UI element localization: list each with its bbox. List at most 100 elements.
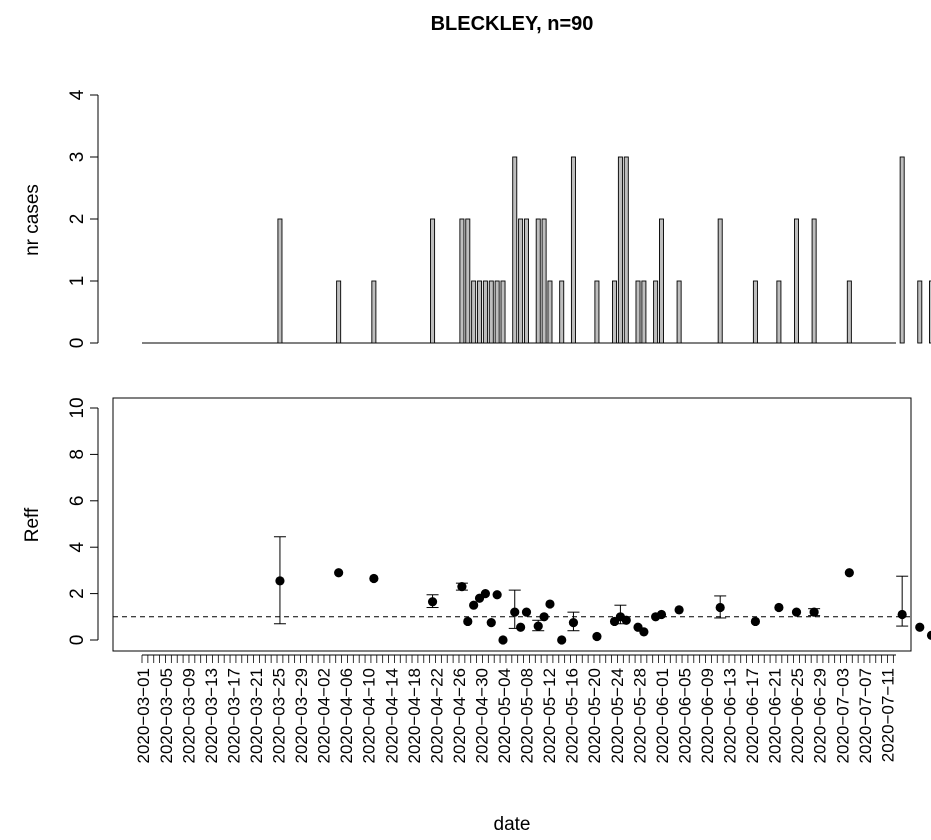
chart-title: BLECKLEY, n=90 bbox=[431, 13, 594, 35]
date-tick-label: 2020−03−29 bbox=[292, 668, 311, 764]
reff-point bbox=[592, 631, 602, 642]
reff-y-tick-label: 0 bbox=[67, 635, 88, 646]
date-tick-label: 2020−05−08 bbox=[518, 668, 537, 764]
date-tick-label: 2020−03−21 bbox=[247, 668, 266, 764]
reff-point bbox=[334, 568, 344, 578]
case-bar bbox=[482, 280, 488, 344]
case-bar bbox=[488, 280, 494, 344]
case-bar bbox=[776, 280, 782, 344]
date-tick-label: 2020−06−13 bbox=[721, 668, 740, 764]
case-bar bbox=[541, 218, 547, 344]
reff-point bbox=[469, 600, 479, 610]
reff-point bbox=[498, 635, 508, 645]
date-tick-label: 2020−04−06 bbox=[337, 668, 356, 764]
case-bar bbox=[917, 280, 923, 344]
cases-y-tick-label: 4 bbox=[67, 89, 88, 100]
reff-point bbox=[926, 630, 931, 640]
cases-y-tick-label: 0 bbox=[67, 338, 88, 349]
case-bar bbox=[524, 218, 529, 344]
reff-y-tick-label: 10 bbox=[67, 397, 88, 418]
cases-y-axis-label: nr cases bbox=[22, 184, 43, 256]
date-tick-label: 2020−06−09 bbox=[698, 668, 717, 764]
cases-y-tick-label: 1 bbox=[67, 276, 88, 287]
reff-point bbox=[516, 622, 526, 632]
date-tick-label: 2020−04−10 bbox=[360, 668, 379, 764]
case-bar bbox=[371, 280, 377, 344]
date-tick-labels: 2020−03−01 2020−03−05 2020−03−09 2020−03−13… bbox=[134, 668, 897, 764]
date-tick-label: 2020−05−12 bbox=[540, 668, 559, 764]
reff-points bbox=[273, 536, 931, 645]
date-tick-label: 2020−03−05 bbox=[157, 668, 176, 764]
case-bar bbox=[547, 280, 553, 344]
reff-point bbox=[844, 568, 854, 578]
reff-y-ticks: 0 2 4 6 8 10 bbox=[67, 397, 98, 645]
reff-point bbox=[369, 573, 379, 584]
reff-point bbox=[457, 582, 467, 592]
case-bar bbox=[752, 280, 758, 344]
date-x-axis-label: date bbox=[494, 814, 531, 835]
case-bar bbox=[535, 218, 541, 344]
reff-y-tick-label: 8 bbox=[67, 449, 88, 460]
date-tick-label: 2020−03−17 bbox=[224, 668, 243, 764]
date-tick-label: 2020−04−30 bbox=[472, 668, 491, 764]
reff-point bbox=[427, 597, 438, 607]
reff-point bbox=[480, 589, 490, 599]
date-tick-label: 2020−03−25 bbox=[270, 668, 289, 764]
date-tick-label: 2020−06−21 bbox=[766, 668, 785, 764]
date-tick-label: 2020−04−02 bbox=[315, 668, 334, 764]
reff-point bbox=[545, 599, 555, 609]
case-bar bbox=[494, 280, 500, 344]
date-tick-label: 2020−05−28 bbox=[630, 668, 649, 764]
case-bar bbox=[623, 156, 629, 344]
date-tick-label: 2020−06−01 bbox=[653, 668, 672, 764]
case-bar bbox=[929, 280, 931, 344]
case-bar bbox=[477, 280, 483, 344]
date-x-ticks bbox=[141, 655, 894, 663]
case-bar bbox=[612, 280, 618, 344]
date-tick-label: 2020−06−17 bbox=[743, 668, 762, 764]
case-bar bbox=[518, 218, 524, 344]
case-bar bbox=[717, 218, 723, 344]
date-tick-label: 2020−03−13 bbox=[202, 668, 221, 764]
reff-y-axis-label: Reff bbox=[22, 507, 43, 542]
reff-point bbox=[774, 602, 784, 613]
reff-point bbox=[463, 616, 473, 627]
reff-point bbox=[557, 635, 567, 645]
date-tick-label: 2020−04−26 bbox=[450, 668, 469, 764]
reff-point bbox=[521, 607, 532, 617]
cases-y-tick-label: 3 bbox=[67, 152, 88, 163]
case-bar bbox=[559, 280, 565, 344]
date-tick-label: 2020−07−03 bbox=[833, 668, 852, 764]
date-tick-label: 2020−06−05 bbox=[675, 668, 694, 764]
date-tick-label: 2020−05−04 bbox=[495, 668, 514, 764]
date-tick-label: 2020−05−24 bbox=[608, 668, 627, 764]
case-bar bbox=[846, 280, 852, 344]
reff-point bbox=[715, 602, 725, 613]
case-bar bbox=[653, 280, 659, 344]
case-bar bbox=[635, 280, 641, 344]
reff-point bbox=[492, 590, 502, 600]
case-bar bbox=[430, 218, 436, 344]
case-bar bbox=[811, 218, 817, 344]
date-tick-label: 2020−07−07 bbox=[856, 668, 875, 764]
case-bar bbox=[794, 218, 799, 344]
case-bar bbox=[471, 280, 477, 344]
case-bar bbox=[617, 156, 623, 344]
reff-point bbox=[275, 576, 285, 586]
case-bar bbox=[500, 280, 506, 344]
cases-y-tick-label: 2 bbox=[67, 214, 88, 225]
reff-plot-frame bbox=[112, 397, 912, 652]
reff-y-tick-label: 4 bbox=[67, 541, 88, 552]
cases-bar-panel: nr cases 0 1 2 3 4 bbox=[22, 89, 931, 348]
date-tick-label: 2020−06−25 bbox=[788, 668, 807, 764]
cases-y-ticks: 0 1 2 3 4 bbox=[67, 89, 98, 348]
date-tick-label: 2020−05−20 bbox=[585, 668, 604, 764]
case-bar bbox=[465, 218, 471, 344]
reff-point bbox=[897, 609, 907, 620]
date-tick-label: 2020−07−11 bbox=[878, 668, 897, 762]
case-bar bbox=[570, 156, 576, 344]
case-bar bbox=[512, 156, 518, 344]
reff-point bbox=[915, 622, 925, 632]
date-tick-label: 2020−04−18 bbox=[405, 668, 424, 764]
